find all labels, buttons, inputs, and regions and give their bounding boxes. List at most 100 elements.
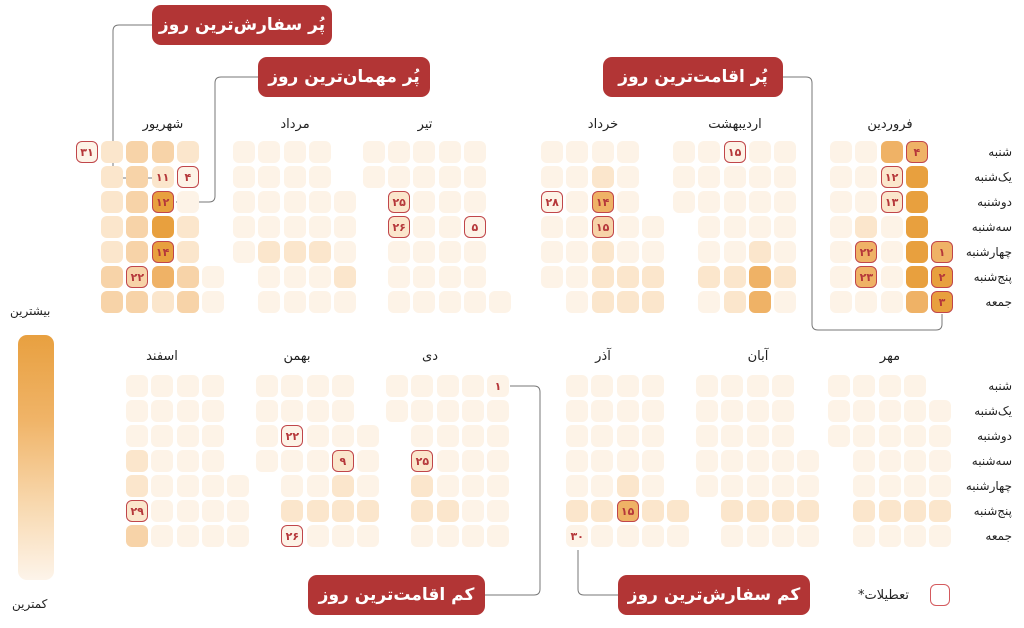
month-title: اسفند bbox=[146, 349, 178, 364]
day-cell bbox=[723, 291, 746, 313]
month-title: مهر bbox=[879, 349, 901, 364]
day-cell bbox=[227, 475, 249, 497]
day-cell bbox=[616, 241, 639, 263]
day-cell bbox=[436, 450, 459, 472]
day-cell bbox=[388, 266, 411, 288]
day-cell bbox=[616, 475, 639, 497]
day-cell bbox=[411, 375, 434, 397]
day-cell bbox=[386, 375, 409, 397]
day-cell bbox=[281, 500, 304, 522]
day-cell bbox=[905, 216, 928, 238]
day-cell bbox=[306, 475, 329, 497]
day-cell bbox=[101, 216, 124, 238]
day-cell bbox=[151, 216, 174, 238]
month-title: شهریور bbox=[142, 117, 184, 132]
day-cell bbox=[363, 141, 385, 163]
day-cell bbox=[566, 191, 589, 213]
day-cell bbox=[673, 141, 696, 163]
holiday-day-cell: ۱۴ bbox=[151, 241, 174, 263]
day-cell bbox=[256, 400, 279, 422]
month-title: دی bbox=[422, 349, 438, 364]
day-cell bbox=[541, 216, 564, 238]
weekday-label: جمعه bbox=[985, 529, 1012, 543]
day-cell bbox=[258, 166, 281, 188]
day-cell bbox=[566, 266, 589, 288]
day-cell bbox=[830, 141, 853, 163]
day-cell bbox=[616, 425, 639, 447]
day-cell bbox=[721, 400, 744, 422]
day-cell bbox=[855, 166, 878, 188]
day-cell bbox=[101, 166, 124, 188]
day-cell bbox=[771, 375, 794, 397]
day-cell bbox=[903, 450, 926, 472]
day-cell bbox=[748, 291, 771, 313]
day-cell bbox=[357, 475, 379, 497]
day-cell bbox=[463, 141, 486, 163]
day-cell bbox=[797, 500, 819, 522]
day-cell bbox=[855, 191, 878, 213]
day-cell bbox=[233, 141, 256, 163]
day-cell bbox=[616, 216, 639, 238]
day-cell bbox=[771, 500, 794, 522]
day-cell bbox=[176, 216, 199, 238]
day-cell bbox=[905, 166, 928, 188]
day-cell bbox=[413, 191, 436, 213]
day-cell bbox=[903, 425, 926, 447]
day-cell bbox=[880, 216, 903, 238]
day-cell bbox=[673, 191, 696, 213]
day-cell bbox=[256, 425, 279, 447]
day-cell bbox=[126, 400, 149, 422]
day-cell bbox=[126, 166, 149, 188]
day-cell bbox=[616, 166, 639, 188]
day-cell bbox=[880, 241, 903, 263]
day-cell bbox=[438, 166, 461, 188]
day-cell bbox=[151, 375, 174, 397]
day-cell bbox=[151, 525, 174, 547]
day-cell bbox=[126, 191, 149, 213]
day-cell bbox=[748, 166, 771, 188]
day-cell bbox=[878, 475, 901, 497]
holiday-day-cell: ۲۶ bbox=[281, 525, 304, 547]
day-cell bbox=[774, 266, 796, 288]
day-cell bbox=[721, 500, 744, 522]
day-cell bbox=[616, 141, 639, 163]
day-cell bbox=[591, 500, 614, 522]
day-cell bbox=[723, 266, 746, 288]
day-cell bbox=[853, 400, 876, 422]
day-cell bbox=[176, 266, 199, 288]
day-cell bbox=[201, 525, 224, 547]
day-cell bbox=[357, 450, 379, 472]
day-cell bbox=[258, 191, 281, 213]
day-cell bbox=[151, 450, 174, 472]
day-cell bbox=[151, 400, 174, 422]
day-cell bbox=[591, 241, 614, 263]
day-cell bbox=[880, 141, 903, 163]
day-cell bbox=[828, 425, 851, 447]
day-cell bbox=[438, 291, 461, 313]
day-cell bbox=[463, 291, 486, 313]
day-cell bbox=[830, 266, 853, 288]
day-cell bbox=[411, 400, 434, 422]
day-cell bbox=[591, 166, 614, 188]
day-cell bbox=[176, 241, 199, 263]
day-cell bbox=[388, 166, 411, 188]
day-cell bbox=[126, 241, 149, 263]
day-cell bbox=[748, 216, 771, 238]
day-cell bbox=[126, 216, 149, 238]
day-cell bbox=[487, 475, 509, 497]
day-cell bbox=[201, 475, 224, 497]
day-cell bbox=[463, 266, 486, 288]
day-cell bbox=[797, 525, 819, 547]
day-cell bbox=[202, 266, 224, 288]
day-cell bbox=[176, 400, 199, 422]
day-cell bbox=[463, 166, 486, 188]
day-cell bbox=[258, 291, 281, 313]
weekday-label: یک‌شنبه bbox=[974, 170, 1012, 184]
day-cell bbox=[830, 291, 853, 313]
day-cell bbox=[334, 291, 356, 313]
day-cell bbox=[126, 425, 149, 447]
day-cell bbox=[201, 500, 224, 522]
day-cell bbox=[541, 266, 564, 288]
day-cell bbox=[855, 216, 878, 238]
day-cell bbox=[487, 425, 509, 447]
